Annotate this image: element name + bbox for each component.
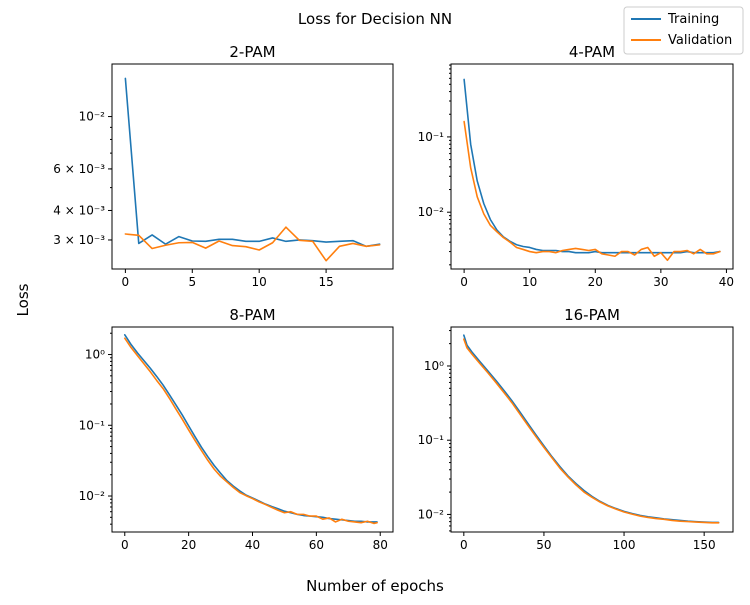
x-tick-label-2pam: 5 <box>188 275 196 289</box>
x-tick-label-4pam: 10 <box>522 275 537 289</box>
figure-suptitle: Loss for Decision NN <box>298 10 452 28</box>
x-tick-label-4pam: 30 <box>653 275 668 289</box>
x-tick-label-16pam: 0 <box>460 538 468 552</box>
figure-xlabel: Number of epochs <box>306 577 444 595</box>
figure-ylabel: Loss <box>14 283 32 316</box>
subplot-title-2pam: 2-PAM <box>229 43 275 61</box>
x-tick-label-2pam: 10 <box>252 275 267 289</box>
x-tick-label-8pam: 60 <box>309 538 324 552</box>
y-tick-label-16pam: 10⁻² <box>418 507 445 521</box>
y-tick-label-4pam: 10⁻¹ <box>418 130 445 144</box>
y-tick-label-8pam: 10⁰ <box>85 348 105 362</box>
y-tick-label-4pam: 10⁻² <box>418 205 445 219</box>
x-tick-label-2pam: 0 <box>122 275 130 289</box>
y-tick-label-2pam: 10⁻² <box>79 110 106 124</box>
legend-validation-label: Validation <box>668 33 732 48</box>
y-tick-label-16pam: 10⁻¹ <box>418 433 445 447</box>
x-tick-label-8pam: 40 <box>245 538 260 552</box>
x-tick-label-16pam: 150 <box>693 538 716 552</box>
x-tick-label-4pam: 20 <box>588 275 603 289</box>
y-tick-label-2pam: 3 × 10⁻³ <box>53 233 105 247</box>
subplot-title-16pam: 16-PAM <box>564 306 620 324</box>
x-tick-label-8pam: 80 <box>373 538 388 552</box>
x-tick-label-16pam: 100 <box>613 538 636 552</box>
subplot-title-4pam: 4-PAM <box>569 43 615 61</box>
x-tick-label-8pam: 20 <box>181 538 196 552</box>
x-tick-label-4pam: 0 <box>460 275 468 289</box>
legend: Training Validation <box>624 7 743 54</box>
x-tick-label-8pam: 0 <box>121 538 129 552</box>
subplot-title-8pam: 8-PAM <box>229 306 275 324</box>
y-tick-label-8pam: 10⁻¹ <box>79 418 106 432</box>
y-tick-label-16pam: 10⁰ <box>424 359 444 373</box>
x-tick-label-2pam: 15 <box>318 275 333 289</box>
legend-training-label: Training <box>667 12 719 27</box>
y-tick-label-2pam: 4 × 10⁻³ <box>53 203 105 217</box>
y-tick-label-2pam: 6 × 10⁻³ <box>53 162 105 176</box>
x-tick-label-4pam: 40 <box>719 275 734 289</box>
x-tick-label-16pam: 50 <box>536 538 551 552</box>
y-tick-label-8pam: 10⁻² <box>79 489 106 503</box>
